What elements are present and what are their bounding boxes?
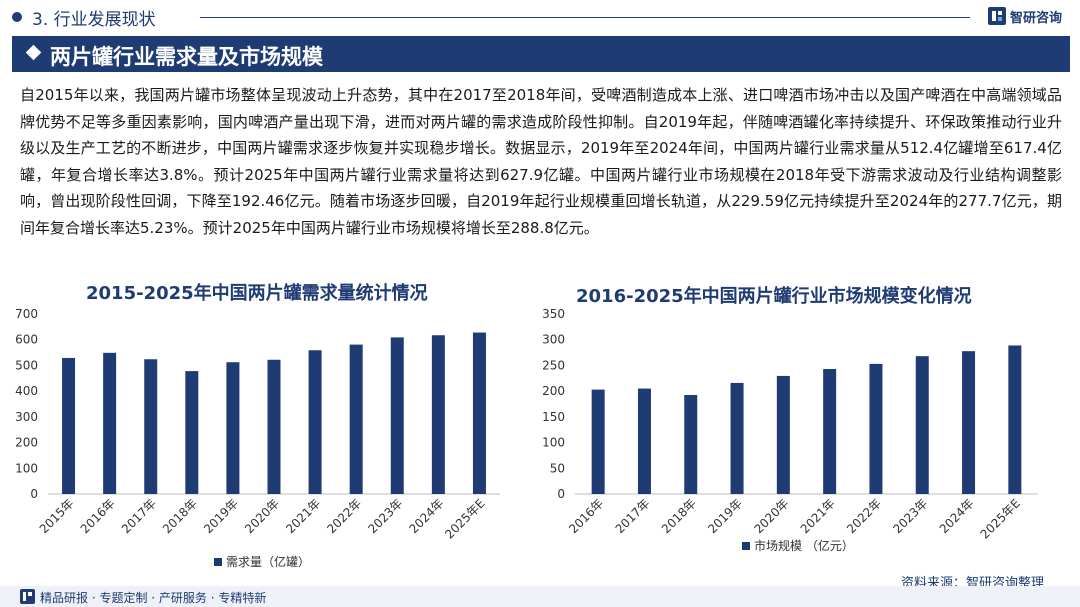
x-tick-label: 2016年: [566, 496, 606, 536]
y-tick-label: 400: [15, 384, 38, 398]
y-tick-label: 0: [557, 487, 565, 501]
x-tick-label: 2022年: [324, 496, 364, 536]
market-bar-chart: 0 50 100 150 200 250 300 350 2016年 2017年 2018年 2019…: [542, 307, 1038, 553]
x-tick-label: 2025年E: [978, 496, 1023, 541]
footer-text: 精品研报 · 专题定制 · 产研服务 · 专精特新: [40, 591, 267, 605]
legend: 需求量（亿罐）: [214, 554, 310, 569]
bar-2024年: [431, 335, 445, 494]
x-tick-label: 2023年: [890, 496, 930, 536]
x-tick-label: 2017年: [613, 496, 653, 536]
x-tick-label: 2017年: [119, 496, 159, 536]
legend-swatch: [742, 542, 750, 550]
bar-2020年: [776, 375, 790, 494]
summary-paragraph: 自2015年以来，我国两片罐市场整体呈现波动上升态势，其中在2017至2018年…: [20, 86, 1062, 237]
y-tick-label: 350: [542, 307, 565, 321]
diamond-icon: [25, 44, 42, 61]
y-tick-label: 700: [15, 307, 38, 321]
bar-2020年: [267, 359, 281, 494]
y-tick-label: 600: [15, 333, 38, 347]
x-tick-label: 2025年E: [442, 496, 487, 541]
bar-2017年: [637, 388, 651, 494]
divider: [200, 17, 970, 18]
bar-2019年: [730, 382, 744, 494]
y-tick-label: 100: [15, 461, 38, 475]
legend: 市场规模 （亿元）: [742, 538, 854, 553]
bar-2023年: [915, 356, 929, 494]
logo-text: 智研咨询: [1010, 10, 1063, 26]
bar-2018年: [185, 371, 199, 494]
x-tick-label: 2024年: [937, 496, 977, 536]
x-tick-label: 2020年: [751, 496, 791, 536]
bar-2022年: [349, 344, 363, 494]
chart-title-demand: 2015-2025年中国两片罐需求量统计情况: [86, 283, 428, 304]
bar-2022年: [869, 363, 883, 494]
y-tick-label: 300: [542, 333, 565, 347]
footer-logo-icon: [20, 589, 35, 604]
bar-2016年: [591, 389, 605, 494]
section-header: 3. 行业发展现状 智研咨询: [0, 0, 1080, 34]
legend-label: 市场规模 （亿元）: [754, 538, 854, 553]
y-tick-label: 300: [15, 410, 38, 424]
y-tick-label: 200: [15, 436, 38, 450]
page-title: 两片罐行业需求量及市场规模: [50, 45, 323, 69]
bar-2019年: [226, 362, 240, 494]
brand-logo: 智研咨询: [988, 6, 1062, 26]
bar-2025年E: [472, 332, 486, 494]
legend-swatch: [214, 558, 222, 566]
x-tick-label: 2019年: [201, 496, 241, 536]
x-tick-label: 2020年: [242, 496, 282, 536]
logo-icon: [988, 7, 1006, 25]
chart-title-market: 2016-2025年中国两片罐行业市场规模变化情况: [576, 286, 972, 307]
y-tick-label: 500: [15, 358, 38, 372]
x-tick-label: 2018年: [160, 496, 200, 536]
footer-bar: 精品研报 · 专题定制 · 产研服务 · 专精特新: [0, 586, 1080, 607]
bar-2024年: [962, 351, 976, 494]
x-tick-label: 2022年: [844, 496, 884, 536]
y-tick-label: 250: [542, 358, 565, 372]
bullet-icon: [12, 12, 22, 22]
x-tick-label: 2015年: [37, 496, 77, 536]
x-tick-label: 2021年: [283, 496, 323, 536]
x-tick-label: 2018年: [659, 496, 699, 536]
bar-2016年: [103, 352, 117, 494]
bar-2017年: [144, 359, 158, 494]
x-tick-label: 2023年: [365, 496, 405, 536]
y-tick-label: 150: [542, 410, 565, 424]
legend-label: 需求量（亿罐）: [226, 554, 310, 569]
y-tick-label: 200: [542, 384, 565, 398]
x-tick-label: 2019年: [705, 496, 745, 536]
bar-2015年: [62, 357, 76, 494]
y-tick-label: 50: [550, 461, 565, 475]
bar-2018年: [684, 395, 698, 494]
title-banner: 两片罐行业需求量及市场规模: [12, 36, 1070, 72]
bar-2021年: [308, 350, 322, 494]
x-tick-label: 2021年: [798, 496, 838, 536]
y-tick-label: 100: [542, 436, 565, 450]
bar-2023年: [390, 337, 404, 494]
x-tick-label: 2024年: [407, 496, 447, 536]
bar-2025年E: [1008, 345, 1022, 494]
x-tick-label: 2016年: [78, 496, 118, 536]
section-title: 3. 行业发展现状: [32, 10, 156, 30]
bar-2021年: [823, 369, 837, 494]
y-tick-label: 0: [30, 487, 38, 501]
